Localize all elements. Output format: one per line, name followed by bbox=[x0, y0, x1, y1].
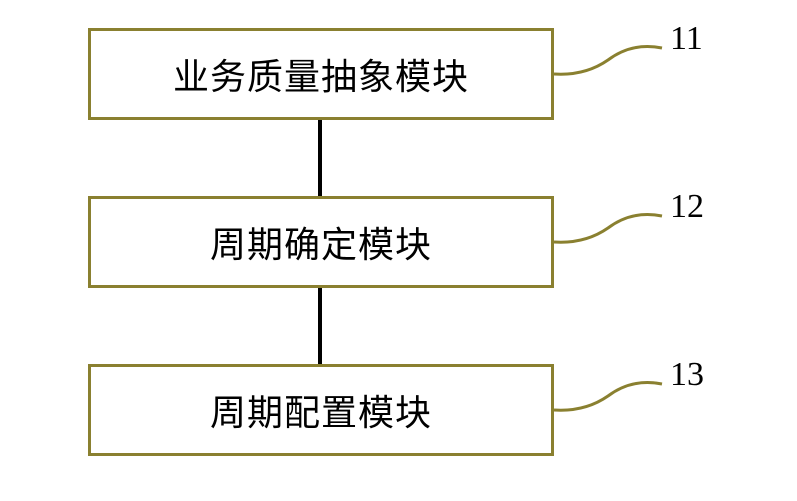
diagram-canvas: 业务质量抽象模块 周期确定模块 周期配置模块 11 12 13 bbox=[0, 0, 797, 501]
reference-number-13: 13 bbox=[670, 356, 704, 394]
reference-number-11: 11 bbox=[670, 20, 703, 58]
leader-line-12 bbox=[554, 215, 662, 243]
reference-number-12: 12 bbox=[670, 188, 704, 226]
leader-lines bbox=[0, 0, 797, 501]
leader-line-11 bbox=[554, 47, 662, 75]
leader-line-13 bbox=[554, 383, 662, 411]
